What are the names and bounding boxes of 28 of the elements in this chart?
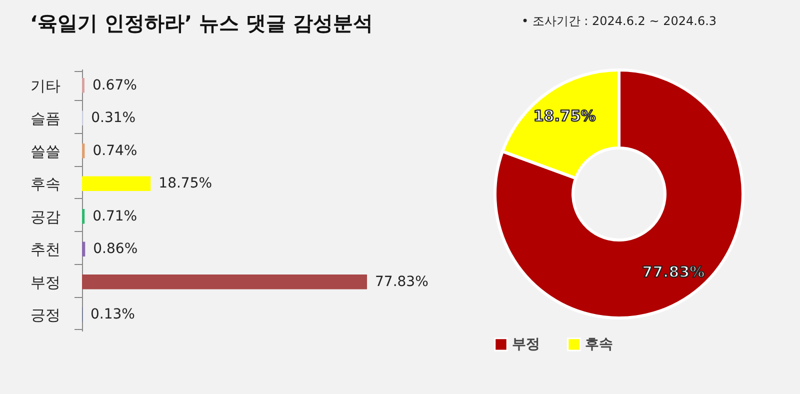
data-label: 0.13% [90,306,135,323]
y-tick-label: 기타 [30,76,60,95]
data-label: 18.75% [533,107,596,126]
bar [82,176,151,191]
data-label: 0.71% [92,208,138,224]
text: • 조사기간 : 2024.6.2 ~ 2024.6.3 [521,14,717,28]
data-label: 0.31% [91,110,136,126]
bar [82,274,367,290]
legend-label: 후속 [585,336,613,352]
y-tick-label: 부정 [30,273,60,292]
y-tick-label: 추천 [30,240,60,259]
y-tick-label: 긍정 [30,306,60,324]
bar [82,242,86,256]
legend-label: 부정 [512,336,540,352]
data-label: 18.75% [158,176,212,192]
data-label: 0.74% [92,142,138,159]
data-label: 0.86% [93,241,138,258]
bar [82,209,85,224]
y-tick-label: 쓸쓸 [30,142,60,160]
data-label: 77.83% [375,274,428,290]
data-label: 0.67% [92,77,137,94]
data-label: 77.83% [642,262,705,281]
y-tick-label: 후속 [30,175,60,194]
chart-title: ‘육일기 인정하라’ 뉴스 댓글 감성분석 [30,11,374,35]
donut-slice [494,68,744,320]
y-tick-label: 슬픔 [30,110,60,128]
bar [82,144,85,158]
y-tick-label: 공감 [30,208,60,226]
